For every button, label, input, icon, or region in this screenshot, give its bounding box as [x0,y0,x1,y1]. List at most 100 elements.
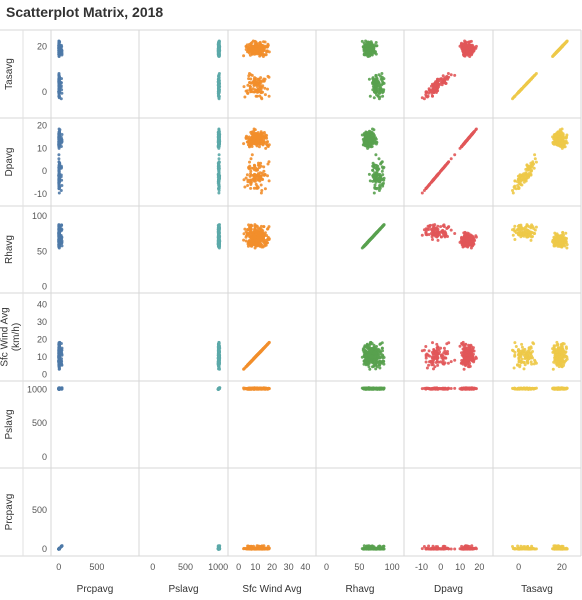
data-point [58,130,61,134]
data-point [558,235,561,239]
data-point [57,47,61,51]
cell-tasavg-vs-prcpavg [57,39,64,101]
data-point [57,171,61,175]
data-point [57,240,61,244]
data-point [254,47,257,51]
data-point [57,44,61,48]
data-point [372,175,376,179]
data-point [551,54,555,58]
data-point [446,225,450,229]
x-tick-label: 100 [385,562,400,572]
data-point [57,153,61,157]
data-point [217,72,221,75]
data-point [373,138,377,142]
data-point [217,90,221,94]
data-point [513,186,517,190]
data-point [247,139,251,142]
x-tick-label: 0 [324,562,329,572]
data-point [533,232,537,235]
page-title: Scatterplot Matrix, 2018 [6,4,164,20]
data-point [57,80,61,84]
data-point [555,134,559,138]
data-point [467,44,471,47]
data-point [420,191,424,195]
y-tick-label: 0 [42,370,47,380]
data-point [531,225,535,229]
data-point [528,234,532,238]
data-point [424,186,428,190]
cell-dpavg-vs-pslavg [216,127,222,195]
data-point [381,181,385,185]
data-point [424,229,428,233]
data-point [245,89,249,93]
data-point [249,90,253,94]
data-point [434,91,438,94]
data-point [461,244,465,248]
cell-tasavg-vs-rhavg [360,39,386,101]
data-point [430,88,434,92]
data-point [245,45,248,49]
data-point [265,49,269,53]
y-tick-label: 500 [32,418,47,428]
data-point [533,157,537,161]
data-point [217,83,221,87]
data-point [259,91,263,94]
data-point [263,244,266,248]
data-point [57,83,61,87]
data-point [57,225,61,229]
data-point [248,81,252,84]
data-point [267,75,271,79]
data-point [554,233,558,236]
x-tick-label: 500 [178,562,193,572]
data-point [458,146,462,150]
data-point [373,171,377,175]
data-point [532,166,536,170]
column-title-pslavg: Pslavg [168,584,198,595]
data-point [381,173,385,177]
data-point [375,230,379,234]
data-point [217,160,221,164]
data-point [217,141,221,145]
column-title-tasavg: Tasavg [521,584,553,595]
data-point [443,234,447,238]
data-point [563,236,567,240]
data-point [217,130,221,134]
data-point [256,79,260,83]
data-point [368,94,372,98]
data-point [516,180,519,184]
data-point [252,137,256,141]
data-point [433,223,437,227]
data-point [453,73,457,77]
data-point [259,164,263,168]
data-point [438,171,441,175]
data-point [428,223,432,227]
data-point [362,143,366,147]
data-point [367,77,371,81]
x-tick-label: 20 [557,562,567,572]
y-tick-label: 20 [37,121,47,131]
data-point [472,48,476,52]
data-point [560,44,564,48]
data-point [449,228,453,232]
data-point [376,173,380,177]
row-title-rhavg: Rhavg [4,235,15,264]
data-point [527,230,531,234]
data-point [254,186,258,190]
data-point [217,44,221,48]
data-point [380,165,384,169]
data-point [254,235,257,239]
data-point [217,94,221,98]
data-point [217,235,221,239]
data-point [217,244,221,248]
data-point [253,82,257,86]
data-point [431,94,434,98]
data-point [258,83,262,87]
data-point [439,225,443,229]
data-point [436,238,440,242]
data-point [263,40,267,44]
data-point [441,74,445,78]
data-point [511,189,514,192]
data-point [258,233,262,237]
data-point [424,90,428,94]
